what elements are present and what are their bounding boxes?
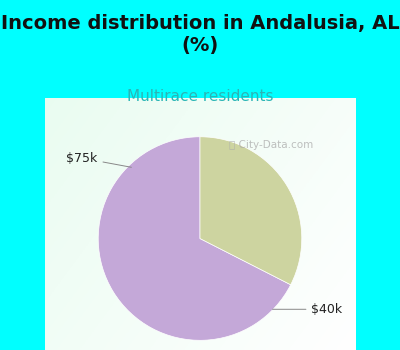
Wedge shape xyxy=(200,137,302,285)
Wedge shape xyxy=(98,137,291,340)
Text: Income distribution in Andalusia, AL
(%): Income distribution in Andalusia, AL (%) xyxy=(1,14,399,55)
Text: $75k: $75k xyxy=(66,152,131,167)
Text: ⓘ City-Data.com: ⓘ City-Data.com xyxy=(229,140,313,149)
Text: $40k: $40k xyxy=(272,303,342,316)
Text: Multirace residents: Multirace residents xyxy=(127,89,273,104)
